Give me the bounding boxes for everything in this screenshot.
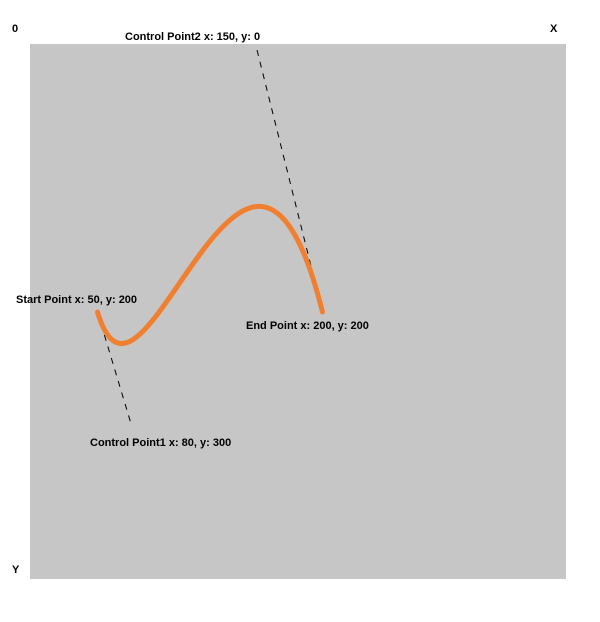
canvas-area — [30, 44, 566, 579]
control1-guide-line — [97, 311, 132, 425]
origin-label: 0 — [12, 23, 18, 35]
control-point2-label: Control Point2 x: 150, y: 0 — [125, 31, 260, 43]
bezier-curve — [95, 203, 325, 346]
y-axis-label: Y — [12, 564, 20, 576]
end-point-label: End Point x: 200, y: 200 — [246, 320, 369, 332]
control2-guide-line — [256, 47, 323, 313]
control-point1-label: Control Point1 x: 80, y: 300 — [90, 437, 231, 449]
x-axis-label: X — [550, 23, 558, 35]
start-point-label: Start Point x: 50, y: 200 — [16, 294, 137, 306]
